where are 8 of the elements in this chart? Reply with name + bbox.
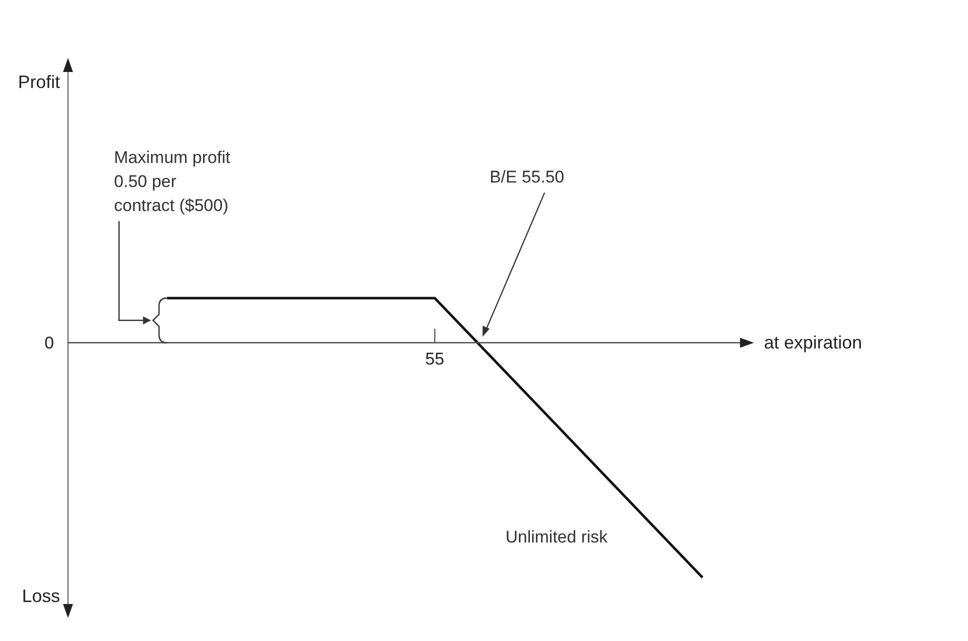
text: Profit [18,72,60,92]
text: Loss [22,586,60,606]
text: B/E 55.50 [490,168,564,187]
text: 0 [44,334,54,353]
x-axis-title: at expiration [764,332,862,353]
annotation: 55 [425,350,444,369]
text: Maximum profit 0.50 per contract ($500) [114,148,230,216]
annotation: Unlimited risk [505,528,608,547]
